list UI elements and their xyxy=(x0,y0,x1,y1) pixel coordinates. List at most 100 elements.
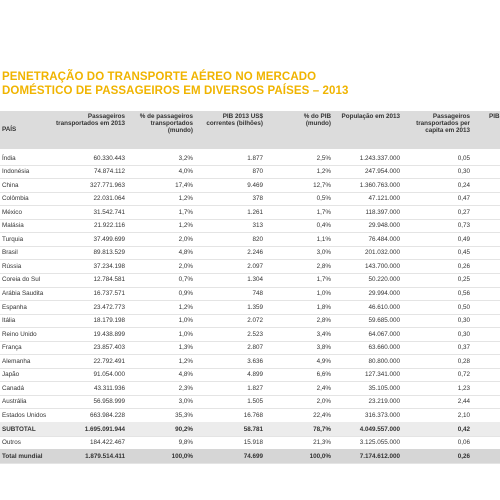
table-cell: 15.918 xyxy=(243,439,263,447)
table-cell: 1,0% xyxy=(316,290,331,297)
table-cell: 0,24 xyxy=(457,181,470,189)
row-label: Reino Unido xyxy=(2,330,37,338)
table-cell: 22.031.064 xyxy=(93,195,125,203)
table-cell: 74.699 xyxy=(243,452,263,460)
table-cell: 37.499.699 xyxy=(93,235,125,243)
table-cell: 663.984.228 xyxy=(89,411,125,419)
table-cell: 78,7% xyxy=(313,425,331,433)
row-label: Outros xyxy=(2,439,21,447)
table-cell: 2,0% xyxy=(178,262,193,270)
table-cell: 2.072 xyxy=(247,317,263,325)
row-separator xyxy=(0,218,500,220)
row-separator xyxy=(0,394,500,396)
row-separator xyxy=(0,313,500,315)
row-label: Estados Unidos xyxy=(2,411,47,419)
table-cell: 35.105.000 xyxy=(368,384,400,392)
total-bg xyxy=(0,449,500,463)
table-cell: 0,25 xyxy=(457,276,470,284)
table-cell: 2.097 xyxy=(247,262,263,270)
table-cell: 0,26 xyxy=(457,452,470,460)
table-cell: 0,73 xyxy=(457,222,470,230)
row-label: Arábia Saudita xyxy=(2,290,44,297)
table-cell: 1.360.763.000 xyxy=(359,181,400,189)
table-cell: 1.877 xyxy=(247,154,263,162)
title-line: DOMÉSTICO DE PASSAGEIROS EM DIVERSOS PAÍ… xyxy=(2,85,349,97)
table-cell: 50.220.000 xyxy=(368,276,400,284)
row-separator xyxy=(0,205,500,207)
table-cell: 19.438.899 xyxy=(93,330,125,338)
column-header: % do PIB (mundo) xyxy=(303,113,331,128)
table-cell: 17,4% xyxy=(175,181,193,189)
row-label: Austrália xyxy=(2,398,27,406)
row-separator xyxy=(0,245,500,247)
table-cell: 2,44 xyxy=(457,398,470,406)
row-label: Itália xyxy=(2,317,16,325)
row-label: Espanha xyxy=(2,303,27,311)
row-label: Turquia xyxy=(2,235,24,243)
table-cell: 80.800.000 xyxy=(368,357,400,365)
table-cell: 1,3% xyxy=(178,344,193,352)
table-cell: 201.032.000 xyxy=(364,249,400,257)
row-label: França xyxy=(2,344,22,352)
table-cell: 3,8% xyxy=(316,344,331,352)
table-cell: 1,2% xyxy=(178,303,193,311)
row-label: Colômbia xyxy=(2,195,29,203)
table-cell: 2,10 xyxy=(457,411,470,419)
table-cell: 0,42 xyxy=(457,425,470,433)
table-cell: 46.610.000 xyxy=(368,303,400,311)
table-cell: 0,9% xyxy=(178,290,193,297)
table-cell: 64.067.000 xyxy=(368,330,400,338)
row-separator xyxy=(0,191,500,193)
table-cell: 870 xyxy=(252,168,263,176)
row-separator xyxy=(0,462,500,464)
table-cell: 2.807 xyxy=(247,344,263,352)
row-label: Canadá xyxy=(2,384,25,392)
table-cell: 3.125.055.000 xyxy=(359,439,400,447)
table-cell: 60.330.443 xyxy=(93,154,125,162)
table-cell: 118.397.000 xyxy=(365,208,400,216)
subtotal-bg xyxy=(0,422,500,436)
table-cell: 29.948.000 xyxy=(368,222,400,230)
table-cell: 2,3% xyxy=(178,384,193,392)
table-cell: 1,2% xyxy=(316,168,331,176)
table-cell: 378 xyxy=(252,195,263,203)
table-cell: 74.874.112 xyxy=(93,168,125,176)
table-cell: 748 xyxy=(252,290,263,297)
table-cell: 0,7% xyxy=(178,276,193,284)
table-cell: 2,8% xyxy=(316,262,331,270)
table-cell: 0,37 xyxy=(457,344,470,352)
table-cell: 9.469 xyxy=(247,181,263,189)
table-cell: 247.954.000 xyxy=(364,168,400,176)
row-separator xyxy=(0,435,500,437)
row-separator xyxy=(0,340,500,342)
table-cell: 4.049.557.000 xyxy=(359,425,400,433)
table-cell: 0,56 xyxy=(457,290,470,297)
table-cell: 0,50 xyxy=(457,303,470,311)
table-cell: 0,30 xyxy=(457,330,470,338)
table-cell: 1.505 xyxy=(247,398,263,406)
table-cell: 4,9% xyxy=(316,357,331,365)
table-cell: 1,23 xyxy=(457,384,470,392)
table-cell: 143.700.000 xyxy=(364,262,400,270)
row-label: México xyxy=(2,208,22,216)
table-cell: 89.813.529 xyxy=(93,249,125,257)
table-cell: 1.695.091.944 xyxy=(84,425,125,433)
table-cell: 313 xyxy=(252,222,263,230)
row-separator xyxy=(0,259,500,261)
row-separator xyxy=(0,381,500,383)
column-header: PAÍS xyxy=(2,126,17,133)
row-separator xyxy=(0,408,500,410)
table-cell: 1,2% xyxy=(178,357,193,365)
table-cell: 0,30 xyxy=(457,317,470,325)
table-cell: 29.994.000 xyxy=(368,290,400,297)
title-line: PENETRAÇÃO DO TRANSPORTE AÉREO NO MERCAD… xyxy=(2,71,317,83)
row-separator xyxy=(0,232,500,234)
table-cell: 4,8% xyxy=(178,249,193,257)
table-cell: 0,49 xyxy=(457,235,470,243)
column-header: PIB 2013 US$ correntes (bilhões) xyxy=(206,113,263,128)
table-cell: 1,1% xyxy=(316,235,331,243)
table-cell: 0,5% xyxy=(316,195,331,203)
table-cell: 23.219.000 xyxy=(368,398,400,406)
table-cell: 1,0% xyxy=(178,317,193,325)
table-cell: 4.899 xyxy=(247,371,263,379)
